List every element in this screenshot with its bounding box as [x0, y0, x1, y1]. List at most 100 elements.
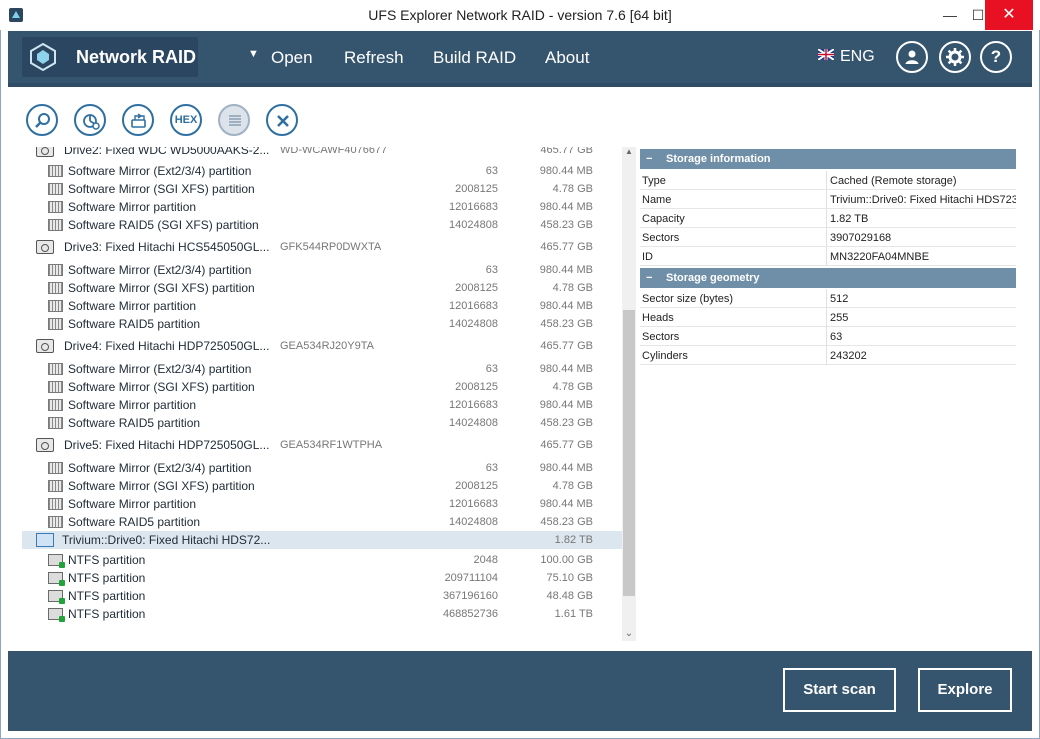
partition-icon	[48, 417, 63, 429]
partition-icon	[48, 363, 63, 375]
list-view-button[interactable]	[218, 104, 250, 136]
partition-row[interactable]: Software RAID5 (SGI XFS) partition 14024…	[22, 216, 622, 234]
partition-row[interactable]: Software RAID5 partition 14024808 458.23…	[22, 513, 622, 531]
explore-button[interactable]: Explore	[918, 668, 1012, 712]
hex-viewer-button[interactable]: HEX	[170, 104, 202, 136]
partition-row[interactable]: Software RAID5 partition 14024808 458.23…	[22, 414, 622, 432]
collapse-icon[interactable]: −	[646, 272, 653, 284]
partition-row[interactable]: Software Mirror (SGI XFS) partition 2008…	[22, 378, 622, 396]
property-row: Heads 255	[640, 308, 1016, 327]
partition-row[interactable]: Software Mirror partition 12016683 980.4…	[22, 297, 622, 315]
partition-row[interactable]: Software Mirror (Ext2/3/4) partition 63 …	[22, 162, 622, 180]
property-key: ID	[642, 251, 653, 263]
language-selector[interactable]: ENG	[818, 48, 875, 66]
menu-open[interactable]: Open	[271, 48, 313, 67]
property-row: Name Trivium::Drive0: Fixed Hitachi HDS7…	[640, 190, 1016, 209]
menu-build-raid[interactable]: Build RAID	[433, 48, 517, 67]
partition-size: 75.10 GB	[546, 572, 593, 584]
scrollbar-thumb[interactable]	[623, 310, 635, 596]
menu-about[interactable]: About	[545, 48, 590, 67]
partition-row[interactable]: NTFS partition 209711104 75.10 GB	[22, 569, 622, 587]
chevron-down-icon[interactable]: ▼	[248, 48, 259, 60]
column-divider	[826, 209, 827, 228]
partition-row[interactable]: Software Mirror partition 12016683 980.4…	[22, 495, 622, 513]
tree-scrollbar[interactable]: ▲ ⌄	[622, 147, 636, 641]
drive-row[interactable]: Drive2: Fixed WDC WD5000AAKS-2... WD-WCA…	[22, 147, 622, 159]
minimize-button[interactable]: —	[943, 7, 957, 23]
scroll-up-icon[interactable]: ▲	[625, 147, 633, 156]
storage-geometry-header[interactable]: − Storage geometry	[640, 268, 1016, 288]
partition-icon	[48, 219, 63, 231]
remote-drive-row[interactable]: Trivium::Drive0: Fixed Hitachi HDS72... …	[22, 531, 622, 549]
search-button[interactable]	[26, 104, 58, 136]
partition-name: Software Mirror (SGI XFS) partition	[68, 182, 255, 196]
partition-start: 2008125	[455, 282, 498, 294]
settings-button[interactable]	[939, 41, 971, 73]
partition-name: NTFS partition	[68, 571, 146, 585]
partition-start: 63	[485, 264, 498, 276]
partition-start: 63	[485, 165, 498, 177]
column-divider	[826, 171, 827, 190]
property-value: Cached (Remote storage)	[830, 175, 957, 187]
maximize-button[interactable]: ☐	[971, 7, 985, 23]
partition-size: 980.44 MB	[539, 264, 593, 276]
partition-row[interactable]: NTFS partition 2048 100.00 GB	[22, 551, 622, 569]
close-window-button[interactable]: ✕	[985, 0, 1033, 30]
property-value: 3907029168	[830, 232, 892, 244]
save-image-button[interactable]	[122, 104, 154, 136]
partition-start: 367196160	[442, 590, 498, 602]
drive-row[interactable]: Drive4: Fixed Hitachi HDP725050GL... GEA…	[22, 337, 622, 355]
section-title: Storage geometry	[666, 272, 760, 284]
scroll-down-icon[interactable]: ⌄	[624, 628, 634, 639]
partition-icon	[48, 183, 63, 195]
storage-tree[interactable]: Drive2: Fixed WDC WD5000AAKS-2... WD-WCA…	[22, 147, 622, 647]
partition-size: 48.48 GB	[546, 590, 593, 602]
property-key: Sectors	[642, 232, 680, 244]
storage-information-header[interactable]: − Storage information	[640, 149, 1016, 169]
collapse-icon[interactable]: −	[646, 153, 653, 165]
partition-row[interactable]: Software Mirror partition 12016683 980.4…	[22, 198, 622, 216]
storage-map-button[interactable]	[74, 104, 106, 136]
partition-name: Software Mirror (SGI XFS) partition	[68, 479, 255, 493]
partition-size: 980.44 MB	[539, 498, 593, 510]
partition-icon	[48, 516, 63, 528]
partition-row[interactable]: Software Mirror (SGI XFS) partition 2008…	[22, 279, 622, 297]
property-value: Trivium::Drive0: Fixed Hitachi HDS7230	[830, 194, 1016, 206]
partition-row[interactable]: Software Mirror (Ext2/3/4) partition 63 …	[22, 360, 622, 378]
partition-row[interactable]: NTFS partition 367196160 48.48 GB	[22, 587, 622, 605]
drive-row[interactable]: Drive5: Fixed Hitachi HDP725050GL... GEA…	[22, 436, 622, 454]
partition-row[interactable]: Software Mirror (Ext2/3/4) partition 63 …	[22, 459, 622, 477]
partition-row[interactable]: Software RAID5 partition 14024808 458.23…	[22, 315, 622, 333]
app-icon	[9, 8, 23, 22]
drive-size: 465.77 GB	[540, 241, 593, 253]
partition-row[interactable]: NTFS partition 468852736 1.61 TB	[22, 605, 622, 623]
partition-name: Software Mirror partition	[68, 299, 197, 313]
property-value: 1.82 TB	[830, 213, 869, 225]
close-storage-button[interactable]	[266, 104, 298, 136]
partition-name: Software Mirror (Ext2/3/4) partition	[68, 164, 252, 178]
partition-row[interactable]: Software Mirror (Ext2/3/4) partition 63 …	[22, 261, 622, 279]
partition-row[interactable]: Software Mirror (SGI XFS) partition 2008…	[22, 180, 622, 198]
start-scan-button[interactable]: Start scan	[783, 668, 896, 712]
user-button[interactable]	[896, 41, 928, 73]
partition-start: 63	[485, 462, 498, 474]
property-row: Sectors 3907029168	[640, 228, 1016, 247]
drive-serial: GEA534RJ20Y9TA	[280, 340, 374, 352]
list-icon	[229, 115, 241, 126]
drive-serial: WD-WCAWF4076677	[280, 147, 388, 156]
partition-icon	[48, 318, 63, 330]
partition-size: 4.78 GB	[552, 381, 593, 393]
partition-size: 458.23 GB	[540, 219, 593, 231]
property-key: Name	[642, 194, 672, 206]
partition-icon	[48, 462, 63, 474]
partition-row[interactable]: Software Mirror partition 12016683 980.4…	[22, 396, 622, 414]
menu-refresh[interactable]: Refresh	[344, 48, 404, 67]
uk-flag-icon	[818, 49, 834, 60]
help-button[interactable]: ?	[980, 41, 1012, 73]
partition-row[interactable]: Software Mirror (SGI XFS) partition 2008…	[22, 477, 622, 495]
pie-chart-icon	[83, 114, 100, 130]
hard-drive-icon	[36, 240, 54, 254]
ntfs-partition-icon	[48, 608, 65, 622]
partition-size: 980.44 MB	[539, 201, 593, 213]
drive-row[interactable]: Drive3: Fixed Hitachi HCS545050GL... GFK…	[22, 238, 622, 256]
